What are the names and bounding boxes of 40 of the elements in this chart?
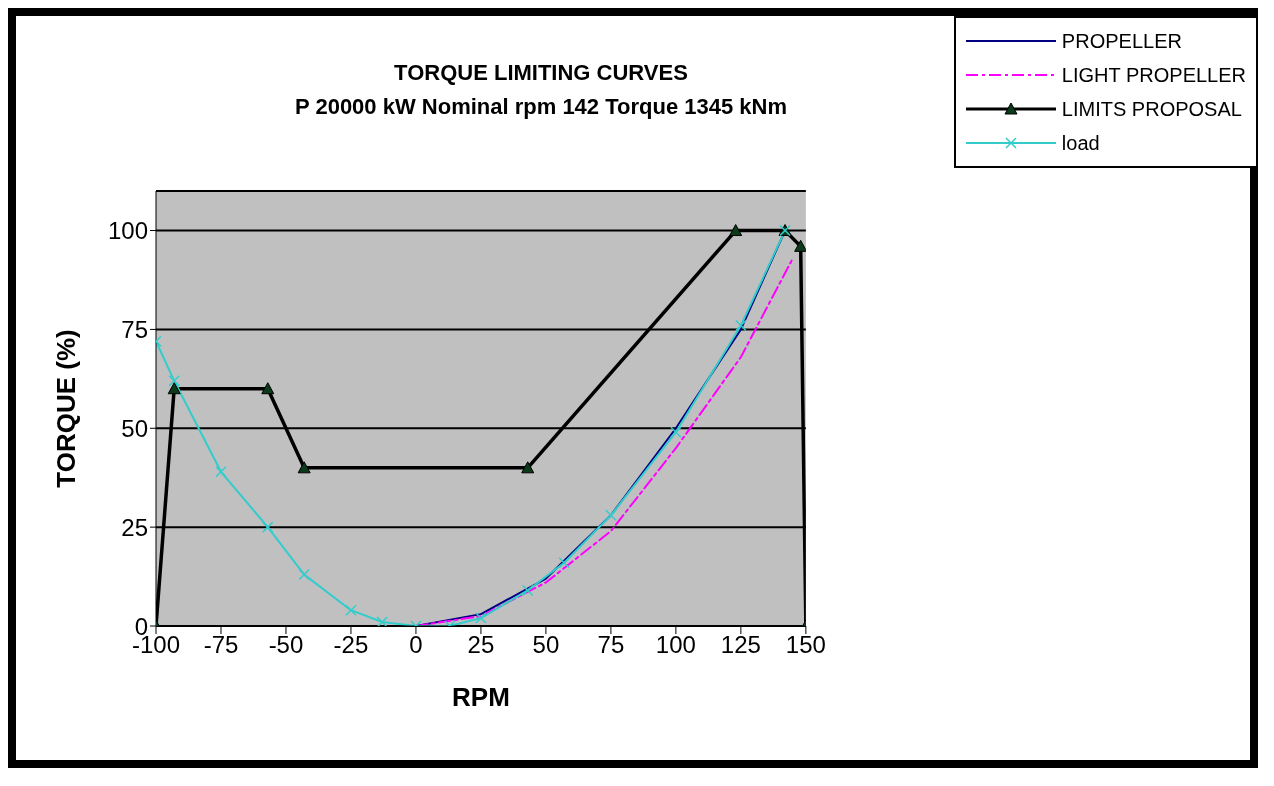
x-tick-label: -75 xyxy=(203,631,239,659)
chart-title: TORQUE LIMITING CURVES xyxy=(394,60,688,85)
x-tick-label: 125 xyxy=(720,631,761,659)
legend-label: PROPELLER xyxy=(1061,29,1182,54)
point xyxy=(297,461,311,474)
point xyxy=(167,382,181,395)
point xyxy=(168,375,180,387)
point xyxy=(261,382,275,395)
x-tick-label: -25 xyxy=(333,631,369,659)
legend-label: LIMITS PROPOSAL xyxy=(1061,97,1242,122)
y-tick-label: 75 xyxy=(121,315,148,343)
point xyxy=(558,556,570,569)
legend-label: LIGHT PROPELLER xyxy=(1061,63,1246,88)
point xyxy=(345,604,357,616)
point xyxy=(215,466,227,478)
point xyxy=(670,426,682,438)
point xyxy=(262,521,274,533)
point xyxy=(729,224,743,237)
x-tick-label: 150 xyxy=(785,631,826,659)
x-tick-label: 0 xyxy=(409,631,423,659)
x-tick-label: 25 xyxy=(467,631,495,659)
x-tick-label: -50 xyxy=(268,631,304,659)
point xyxy=(605,509,617,522)
y-tick-label: 50 xyxy=(121,414,148,442)
point xyxy=(298,568,310,581)
y-axis-title: TORQUE (%) xyxy=(51,329,82,488)
x-tick-label: 75 xyxy=(597,631,625,659)
point xyxy=(475,612,487,624)
point xyxy=(521,461,535,474)
x-tick-label: 100 xyxy=(655,631,696,659)
point xyxy=(735,319,747,332)
x-tick-label: 50 xyxy=(532,631,560,659)
y-tick-label: 100 xyxy=(107,217,148,245)
legend-label: load xyxy=(1061,131,1100,156)
point xyxy=(794,239,806,252)
point xyxy=(376,616,388,626)
point xyxy=(521,584,534,597)
x-axis-title: RPM xyxy=(452,682,510,712)
y-tick-label: 25 xyxy=(121,513,148,541)
chart-subtitle: P 20000 kW Nominal rpm 142 Torque 1345 kNm xyxy=(295,94,787,119)
